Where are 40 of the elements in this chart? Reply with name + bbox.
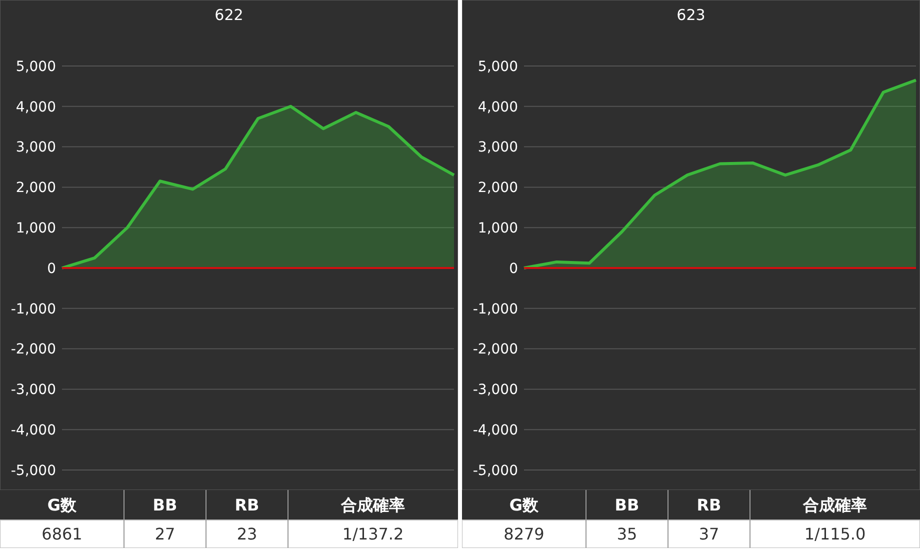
y-tick-label: -2,000 bbox=[10, 342, 56, 358]
y-tick-label: -1,000 bbox=[472, 301, 518, 318]
text: 23 bbox=[236, 524, 258, 544]
y-tick-label: 1,000 bbox=[478, 220, 518, 236]
text: 1/115.0 bbox=[804, 524, 866, 544]
y-tick-label: -5,000 bbox=[10, 462, 56, 479]
y-tick-label: -2,000 bbox=[472, 342, 518, 358]
chart-title: 622 bbox=[214, 6, 244, 24]
text: 1/137.2 bbox=[342, 524, 404, 544]
text: RB bbox=[696, 496, 722, 515]
y-tick-label: -3,000 bbox=[472, 382, 518, 398]
y-tick-label: 3,000 bbox=[16, 140, 56, 156]
y-tick-label: 2,000 bbox=[16, 180, 56, 196]
y-tick-label: -1,000 bbox=[10, 301, 56, 318]
text: 37 bbox=[698, 524, 720, 544]
text: G数 bbox=[47, 496, 78, 515]
y-tick-label: -5,000 bbox=[472, 462, 518, 479]
text: BB bbox=[614, 496, 640, 515]
y-tick-label: -3,000 bbox=[10, 382, 56, 398]
text: BB bbox=[152, 496, 178, 515]
text: 合成確率 bbox=[802, 496, 867, 515]
y-tick-label: -4,000 bbox=[472, 422, 518, 438]
chart-title: 623 bbox=[676, 6, 706, 24]
text: 35 bbox=[616, 524, 638, 544]
y-tick-label: 5,000 bbox=[16, 58, 56, 75]
text: RB bbox=[234, 496, 260, 515]
y-tick-label: 0 bbox=[47, 260, 56, 277]
y-tick-label: 0 bbox=[509, 260, 518, 277]
y-tick-label: 2,000 bbox=[478, 180, 518, 196]
text: 合成確率 bbox=[340, 496, 405, 515]
y-tick-label: -4,000 bbox=[10, 422, 56, 438]
y-tick-label: 4,000 bbox=[478, 99, 518, 116]
text: 8279 bbox=[504, 524, 544, 544]
text: G数 bbox=[509, 496, 540, 515]
y-tick-label: 4,000 bbox=[16, 99, 56, 116]
y-tick-label: 3,000 bbox=[478, 140, 518, 156]
y-tick-label: 1,000 bbox=[16, 220, 56, 236]
y-tick-label: 5,000 bbox=[478, 58, 518, 75]
text: 27 bbox=[154, 524, 176, 544]
text: 6861 bbox=[42, 524, 82, 544]
